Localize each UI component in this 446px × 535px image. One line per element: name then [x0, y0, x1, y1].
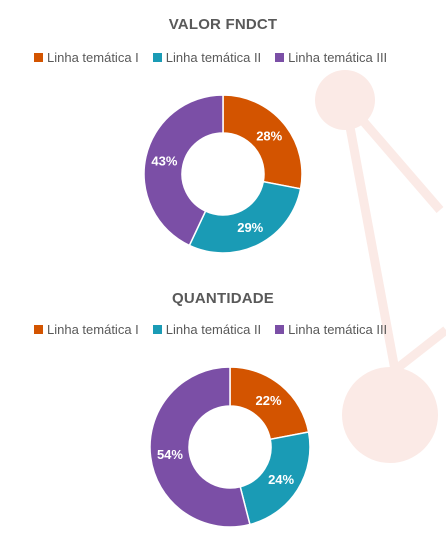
chart-legend: Linha temática I Linha temática II Linha…: [34, 322, 387, 337]
legend-swatch: [275, 325, 285, 334]
legend-item-linha-ii: Linha temática II: [152, 50, 262, 65]
slice-data-label: 29%: [237, 220, 263, 235]
legend-swatch: [152, 53, 162, 62]
donut-slice-1: [222, 94, 303, 190]
legend-label: Linha temática II: [165, 50, 262, 65]
chart-title: QUANTIDADE: [172, 290, 274, 307]
donut-slice-2: [239, 431, 311, 526]
legend-swatch: [152, 325, 162, 334]
legend-swatch: [34, 53, 43, 62]
legend-label: Linha temática II: [165, 322, 262, 337]
donut-slice-3: [149, 366, 251, 528]
legend-item-linha-iii: Linha temática III: [275, 322, 387, 337]
chart-title: VALOR FNDCT: [168, 16, 278, 33]
legend-swatch: [34, 325, 43, 334]
legend-swatch: [275, 53, 285, 62]
legend-label: Linha temática III: [288, 322, 388, 337]
legend-item-linha-ii: Linha temática II: [152, 322, 262, 337]
slice-data-label: 22%: [256, 393, 282, 408]
slice-data-label: 43%: [151, 153, 177, 168]
legend-item-linha-i: Linha temática I: [34, 50, 139, 65]
legend-item-linha-iii: Linha temática III: [275, 50, 387, 65]
chart-legend: Linha temática I Linha temática II Linha…: [34, 50, 387, 65]
legend-item-linha-i: Linha temática I: [34, 322, 139, 337]
legend-label: Linha temática I: [47, 322, 139, 337]
legend-label: Linha temática III: [288, 50, 388, 65]
legend-label: Linha temática I: [47, 50, 139, 65]
slice-data-label: 28%: [256, 128, 282, 143]
donut-slice-2: [188, 180, 302, 254]
slice-data-label: 54%: [157, 447, 183, 462]
donut-slice-3: [143, 94, 224, 247]
slice-data-label: 24%: [268, 472, 294, 487]
